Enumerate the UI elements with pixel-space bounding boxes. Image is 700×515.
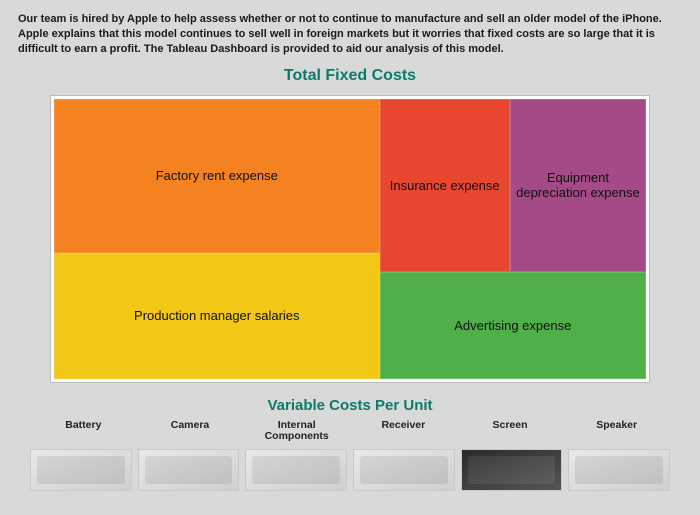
- variable-cost-thumb[interactable]: [461, 449, 563, 491]
- treemap-cell[interactable]: Equipment depreciation expense: [510, 99, 646, 273]
- intro-paragraph: Our team is hired by Apple to help asses…: [18, 12, 682, 57]
- variable-cost-thumbs-row: [30, 449, 670, 491]
- treemap-cell-label: Factory rent expense: [156, 168, 278, 183]
- variable-cost-label: Receiver: [350, 420, 457, 443]
- variable-cost-label: InternalComponents: [243, 420, 350, 443]
- variable-cost-label: Speaker: [563, 420, 670, 443]
- variable-costs-title: Variable Costs Per Unit: [12, 397, 688, 414]
- treemap-container: Factory rent expense Production manager s…: [50, 95, 650, 383]
- fixed-costs-title: Total Fixed Costs: [12, 67, 688, 85]
- treemap-cell[interactable]: Advertising expense: [380, 272, 646, 378]
- variable-cost-label: Battery: [30, 420, 137, 443]
- variable-cost-label: Screen: [457, 420, 564, 443]
- treemap-cell-label: Insurance expense: [390, 178, 500, 193]
- variable-cost-thumb[interactable]: [138, 449, 240, 491]
- variable-cost-labels-row: BatteryCameraInternalComponentsReceiverS…: [30, 420, 670, 443]
- variable-cost-thumb[interactable]: [353, 449, 455, 491]
- treemap-cell-label: Advertising expense: [454, 318, 571, 333]
- variable-cost-thumb[interactable]: [30, 449, 132, 491]
- treemap-cell[interactable]: Factory rent expense: [54, 99, 380, 253]
- treemap-cell-label: Production manager salaries: [134, 308, 299, 323]
- variable-cost-thumb[interactable]: [245, 449, 347, 491]
- treemap-cell-label: Equipment depreciation expense: [515, 170, 641, 200]
- treemap: Factory rent expense Production manager s…: [54, 99, 646, 379]
- variable-cost-label: Camera: [137, 420, 244, 443]
- treemap-cell[interactable]: Production manager salaries: [54, 253, 380, 379]
- treemap-cell[interactable]: Insurance expense: [380, 99, 510, 273]
- variable-cost-thumb[interactable]: [568, 449, 670, 491]
